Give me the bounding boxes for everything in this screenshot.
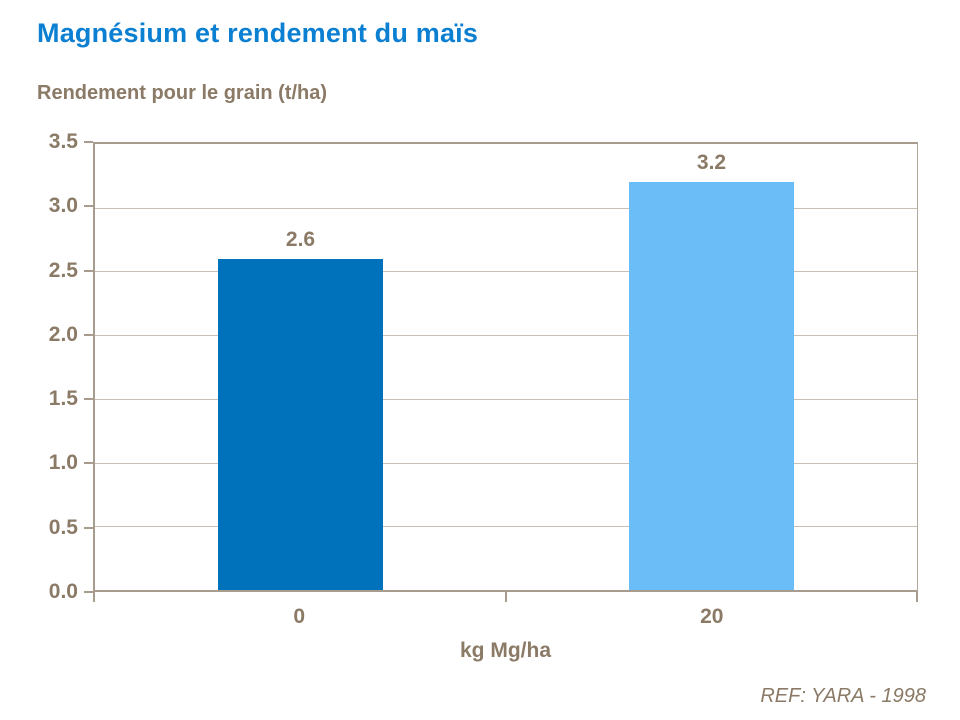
y-axis-tick [84,526,93,529]
gridline [95,335,917,337]
bar-slot-20: 3.2 [629,144,794,590]
plot-wrap: 2.6 3.2 3.5 3.0 2.5 2.0 1.5 1.0 0.5 0.0 [49,131,918,661]
bar-category-0 [218,258,383,590]
y-axis-tick [84,205,93,208]
x-axis-title: kg Mg/ha [459,639,552,662]
y-axis-tick [84,591,93,593]
y-axis-tick-label: 2.5 [48,258,78,282]
y-axis-tick [84,398,93,401]
y-axis-tick-label: 2.0 [48,322,78,346]
y-axis-tick [84,269,93,272]
gridline [95,398,917,400]
bar-category-20 [629,182,794,590]
y-axis-tick-label: 0.0 [48,580,78,604]
x-axis-tick [93,592,95,602]
gridline [95,462,917,464]
y-axis-tick [84,333,93,336]
y-axis-tick-label: 3.5 [48,130,78,154]
y-axis-labels: 3.5 3.0 2.5 2.0 1.5 1.0 0.5 0.0 [0,131,78,602]
x-axis-tick-label: 20 [700,605,724,628]
gridline [95,271,917,273]
y-axis-tick-label: 0.5 [48,515,78,539]
page-title: Magnésium et rendement du maïs [37,18,479,48]
y-axis-tick-label: 3.0 [48,194,78,218]
y-axis-tick-label: 1.5 [48,387,78,411]
gridline [95,526,917,528]
x-axis-tick [916,592,918,602]
y-axis-tick [84,462,93,465]
y-axis-tick [84,141,93,143]
gridline [95,207,917,209]
bar-slot-0: 2.6 [218,144,383,590]
x-axis-tick-label: 0 [293,605,306,628]
plot-area: 2.6 3.2 [93,142,918,592]
x-axis-tick [504,592,507,602]
y-axis-unit-label: Rendement pour le grain (t/ha) [37,82,328,104]
bar-value-label: 2.6 [285,227,316,251]
source-reference: REF: YARA - 1998 [760,685,926,707]
y-axis-tick-label: 1.0 [48,451,78,475]
bar-value-label: 3.2 [696,151,727,175]
